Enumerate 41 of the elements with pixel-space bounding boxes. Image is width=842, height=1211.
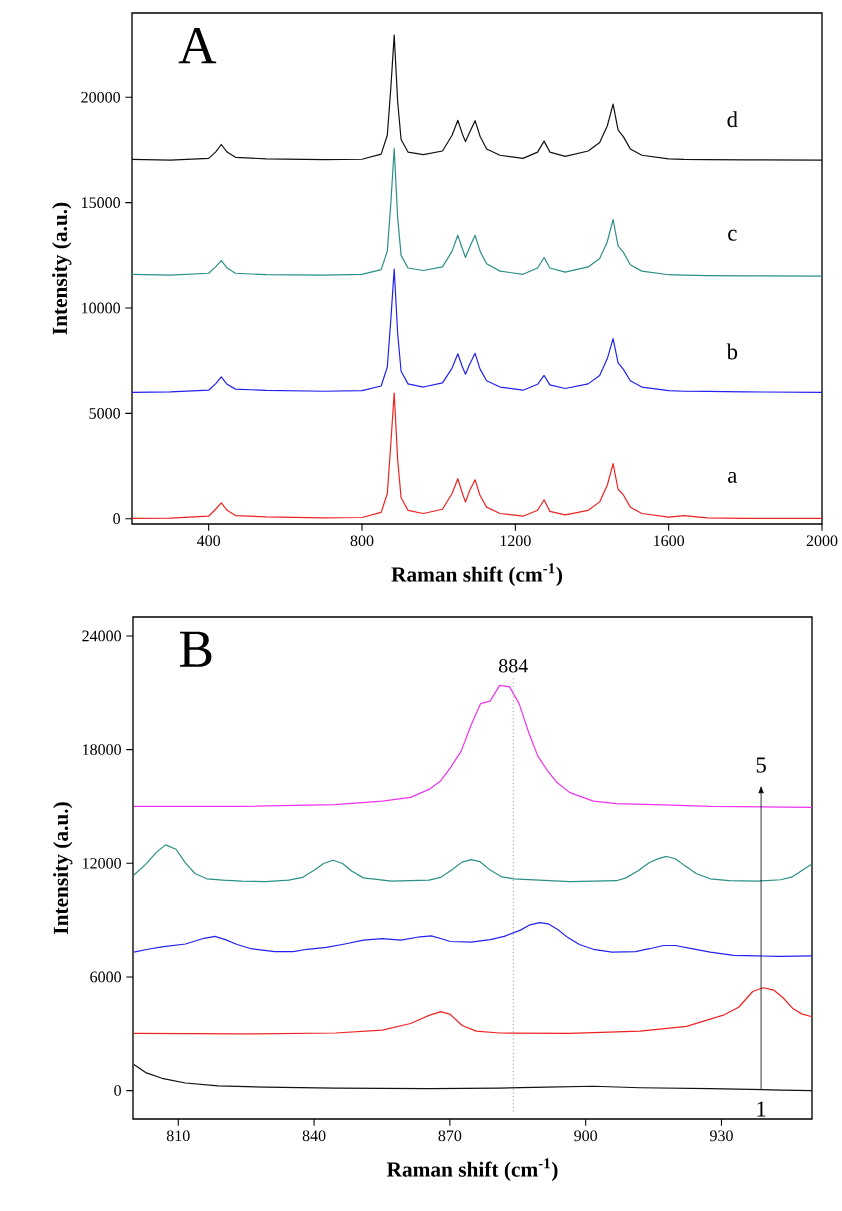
line-series bbox=[133, 1063, 812, 1092]
line-series bbox=[133, 987, 812, 1035]
ref-line-label: 884 bbox=[498, 659, 528, 673]
annotation: 5 bbox=[756, 757, 766, 773]
x-tick-label: 1200 bbox=[500, 535, 531, 547]
line-series bbox=[133, 844, 812, 883]
x-tick-label: 2000 bbox=[806, 535, 838, 547]
x-tick-label: 810 bbox=[166, 1130, 190, 1142]
x-tick-label: 1600 bbox=[653, 535, 684, 547]
line-series bbox=[133, 921, 812, 957]
x-tick-label: 870 bbox=[438, 1130, 462, 1142]
y-tick-label: 10000 bbox=[81, 302, 120, 314]
y-tick-label: 15000 bbox=[81, 197, 120, 209]
x-tick-label: 840 bbox=[302, 1130, 326, 1142]
series-label: b bbox=[726, 343, 737, 360]
y-tick-label: 6000 bbox=[90, 971, 121, 983]
series-label: d bbox=[727, 111, 738, 128]
y-axis-title: Intensity (a.u.) bbox=[52, 802, 73, 934]
y-axis-title: Intensity (a.u.) bbox=[51, 202, 72, 335]
series-label: c bbox=[727, 229, 737, 241]
line-series bbox=[131, 392, 822, 519]
y-tick-label: 12000 bbox=[82, 857, 121, 869]
line-series bbox=[131, 148, 822, 277]
y-tick-label: 18000 bbox=[82, 744, 121, 755]
y-tick-label: 0 bbox=[114, 1085, 121, 1096]
line-series bbox=[133, 684, 812, 808]
y-tick-label: 20000 bbox=[81, 91, 120, 103]
x-tick-label: 900 bbox=[573, 1130, 597, 1142]
y-tick-label: 5000 bbox=[89, 407, 120, 419]
y-tick-label: 24000 bbox=[82, 630, 121, 642]
series-label: a bbox=[727, 472, 737, 483]
annotation: 1 bbox=[757, 1101, 766, 1117]
x-tick-label: 400 bbox=[196, 535, 220, 547]
x-axis-title: Raman shift (cm$^{-1}$) bbox=[391, 563, 562, 587]
chart-title: B bbox=[179, 631, 212, 667]
x-axis-title: Raman shift (cm$^{-1}$) bbox=[386, 1158, 558, 1182]
x-tick-label: 800 bbox=[350, 535, 374, 547]
y-tick-label: 0 bbox=[113, 513, 120, 525]
chart-title: A bbox=[178, 27, 217, 64]
line-series bbox=[131, 268, 822, 393]
x-tick-label: 930 bbox=[709, 1130, 733, 1142]
